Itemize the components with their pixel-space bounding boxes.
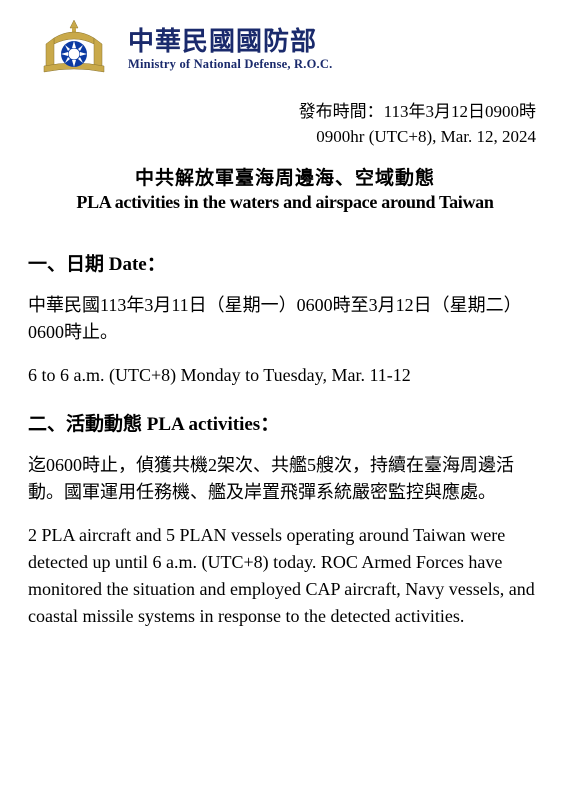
section-2-para-zh: 迄0600時止，偵獲共機2架次、共艦5艘次，持續在臺海周邊活動。國軍運用任務機、…: [28, 452, 542, 506]
release-time-zh: 發布時間：113年3月12日0900時: [28, 100, 536, 125]
ministry-name-en: Ministry of National Defense, R.O.C.: [128, 57, 332, 72]
ministry-title-block: 中華民國國防部 Ministry of National Defense, R.…: [128, 28, 332, 72]
section-2-head: 二、活動動態 PLA activities：: [28, 409, 542, 436]
subtitle-en: PLA activities in the waters and airspac…: [28, 192, 542, 213]
section-1-head: 一、日期 Date：: [28, 249, 542, 276]
section-1-para-zh: 中華民國113年3月11日（星期一）0600時至3月12日（星期二）0600時止…: [28, 292, 542, 346]
document-page: 中華民國國防部 Ministry of National Defense, R.…: [0, 0, 570, 648]
ministry-logo-icon: [28, 18, 120, 82]
release-time-en: 0900hr (UTC+8), Mar. 12, 2024: [28, 125, 536, 150]
section-2-para-en: 2 PLA aircraft and 5 PLAN vessels operat…: [28, 522, 542, 630]
section-1-para-en: 6 to 6 a.m. (UTC+8) Monday to Tuesday, M…: [28, 362, 542, 389]
header-row: 中華民國國防部 Ministry of National Defense, R.…: [28, 18, 542, 82]
ministry-name-zh: 中華民國國防部: [128, 28, 332, 57]
subtitle-zh: 中共解放軍臺海周邊海、空域動態: [28, 163, 542, 190]
release-time-block: 發布時間：113年3月12日0900時 0900hr (UTC+8), Mar.…: [28, 100, 536, 149]
